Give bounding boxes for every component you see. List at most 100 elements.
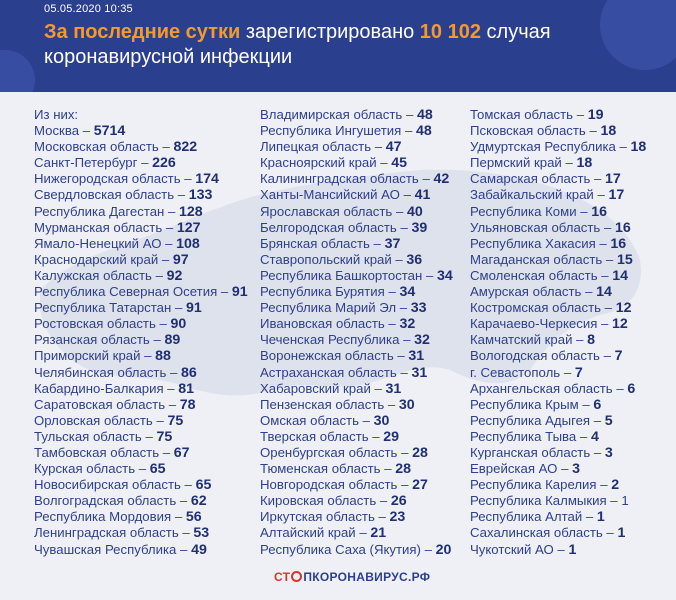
region-name: Ханты-Мансийский АО xyxy=(260,187,400,203)
separator: – xyxy=(596,477,612,493)
total-count: 10 102 xyxy=(419,21,481,43)
region-name: Удмуртская Республика xyxy=(470,139,616,155)
case-count: 78 xyxy=(179,396,196,413)
report-date: 05.05.2020 10:35 xyxy=(44,3,133,15)
region-name: Приморский край xyxy=(34,348,141,364)
separator: – xyxy=(418,171,434,187)
region-row: Хабаровский край – 31 xyxy=(260,381,453,397)
region-name: Забайкальский край xyxy=(470,187,594,203)
region-name: Республика Калмыкия xyxy=(470,493,607,509)
region-row: Краснодарский край – 97 xyxy=(34,252,248,268)
region-row: Ставропольский край – 36 xyxy=(260,252,453,268)
case-count: 12 xyxy=(612,316,628,333)
case-count: 62 xyxy=(190,493,207,510)
case-count: 17 xyxy=(605,171,621,188)
region-row: Псковская область – 18 xyxy=(470,123,646,139)
region-row: Республика Калмыкия – 1 xyxy=(470,493,646,509)
region-name: Карачаево-Черкесия xyxy=(470,316,598,332)
region-row: Рязанская область – 89 xyxy=(34,332,248,348)
separator: – xyxy=(140,348,156,364)
case-count: 1 xyxy=(568,541,577,558)
region-row: Вологодская область – 7 xyxy=(470,348,646,364)
case-count: 3 xyxy=(572,461,580,478)
region-row: Омская область – 30 xyxy=(260,413,453,429)
region-name: Брянская область xyxy=(260,235,370,251)
separator: – xyxy=(590,444,605,460)
region-name: Нижегородская область xyxy=(34,171,181,187)
case-count: 28 xyxy=(395,461,411,478)
case-count: 23 xyxy=(389,509,406,526)
region-name: Республика Марий Эл xyxy=(260,300,397,316)
region-name: Республика Крым xyxy=(470,396,579,412)
case-count: 21 xyxy=(370,525,387,542)
region-row: Карачаево-Черкесия – 12 xyxy=(470,316,646,332)
region-row: Республика Саха (Якутия) – 20 xyxy=(260,542,453,558)
separator: – xyxy=(399,332,415,348)
separator: – xyxy=(553,541,569,557)
region-row: Иркутская область – 23 xyxy=(260,509,453,525)
region-name: Республика Адыгея xyxy=(470,412,591,428)
region-name: Красноярский край xyxy=(260,155,377,171)
region-name: Республика Бурятия xyxy=(260,284,385,300)
region-row: Республика Северная Осетия – 91 xyxy=(34,284,248,300)
region-row: Удмуртская Республика – 18 xyxy=(470,139,646,155)
case-count: 33 xyxy=(410,300,427,317)
separator: – xyxy=(573,107,588,122)
region-row: Республика Крым – 6 xyxy=(470,397,646,413)
case-count: 20 xyxy=(435,541,452,558)
region-name: Республика Дагестан xyxy=(34,203,165,219)
region-name: Чувашская Республика xyxy=(34,541,177,557)
region-name: Ямало-Ненецкий АО xyxy=(34,235,162,251)
region-name: Магаданская область xyxy=(470,251,603,267)
region-name: Костромская область xyxy=(470,300,602,316)
separator: – xyxy=(396,300,411,316)
region-row: Республика Ингушетия – 48 xyxy=(260,123,453,139)
region-row: Ленинградская область – 53 xyxy=(34,525,248,541)
region-name: Саратовская область xyxy=(34,396,166,412)
region-name: Иркутская область xyxy=(260,509,375,525)
title-text-end: случая xyxy=(480,21,551,43)
case-count: 822 xyxy=(173,139,198,156)
separator: – xyxy=(171,300,186,316)
region-row: Ульяновская область – 16 xyxy=(470,220,646,236)
case-count: 81 xyxy=(178,380,195,397)
separator: – xyxy=(396,364,412,380)
case-count: 1 xyxy=(596,509,605,526)
separator: – xyxy=(576,428,591,444)
case-count: 30 xyxy=(398,396,415,413)
case-count: 6 xyxy=(593,396,602,413)
region-row: Нижегородская область – 174 xyxy=(34,171,248,187)
region-row: Брянская область – 37 xyxy=(260,236,453,252)
region-row: Томская область – 19 xyxy=(470,107,646,123)
region-row: г. Севастополь – 7 xyxy=(470,365,646,381)
region-row: Свердловская область – 133 xyxy=(34,187,248,203)
separator: – xyxy=(384,316,400,332)
region-row: Московская область – 822 xyxy=(34,139,248,155)
separator: – xyxy=(560,364,575,380)
case-count: 86 xyxy=(181,364,197,381)
region-name: Калининградская область xyxy=(260,171,419,187)
separator: – xyxy=(585,123,601,139)
case-count: 14 xyxy=(612,267,629,284)
separator: – xyxy=(401,123,416,139)
case-count: 88 xyxy=(155,348,171,365)
case-count: 49 xyxy=(191,541,207,558)
region-name: Ростовская область xyxy=(34,316,156,332)
case-count: 34 xyxy=(436,267,453,284)
region-name: Новосибирская область xyxy=(34,477,181,493)
region-row: Пермский край – 18 xyxy=(470,155,646,171)
case-count: 37 xyxy=(384,235,401,252)
region-name: Волгоградская область xyxy=(34,493,177,509)
case-count: 7 xyxy=(574,364,583,381)
separator: – xyxy=(164,203,180,219)
region-row: Кировская область – 26 xyxy=(260,493,453,509)
region-name: Самарская область xyxy=(470,171,591,187)
case-count: 16 xyxy=(610,235,627,252)
region-name: Курганская область xyxy=(470,444,591,460)
region-row: Ярославская область – 40 xyxy=(260,204,453,220)
case-count: 48 xyxy=(416,107,433,123)
separator: – xyxy=(595,235,611,251)
separator: – xyxy=(135,461,150,477)
region-name: Краснодарский край xyxy=(34,251,159,267)
case-count: 89 xyxy=(164,332,181,349)
